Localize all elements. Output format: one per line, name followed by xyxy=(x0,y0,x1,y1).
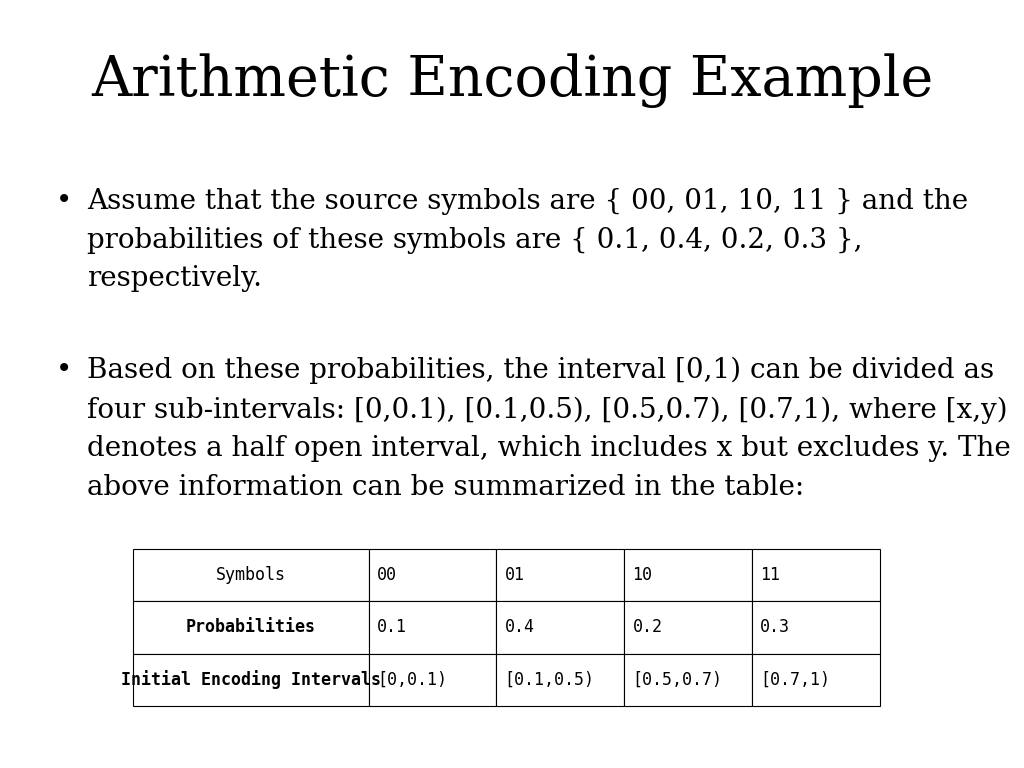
Bar xyxy=(369,601,497,654)
Bar xyxy=(369,549,497,601)
Bar xyxy=(752,654,880,706)
Bar xyxy=(625,601,752,654)
Text: Based on these probabilities, the interval [0,1) can be divided as
four sub-inte: Based on these probabilities, the interv… xyxy=(87,357,1011,501)
Bar xyxy=(625,654,752,706)
Text: 00: 00 xyxy=(377,566,396,584)
Bar xyxy=(497,549,625,601)
Text: Arithmetic Encoding Example: Arithmetic Encoding Example xyxy=(91,54,933,108)
Text: Initial Encoding Intervals: Initial Encoding Intervals xyxy=(121,670,381,689)
Text: 0.1: 0.1 xyxy=(377,618,407,637)
Bar xyxy=(497,654,625,706)
Text: [0.1,0.5): [0.1,0.5) xyxy=(505,670,595,689)
Bar xyxy=(133,549,369,601)
Text: 0.4: 0.4 xyxy=(505,618,535,637)
Text: 01: 01 xyxy=(505,566,524,584)
Text: 11: 11 xyxy=(760,566,780,584)
Text: [0.5,0.7): [0.5,0.7) xyxy=(633,670,723,689)
Bar xyxy=(497,601,625,654)
Text: •: • xyxy=(56,357,73,384)
Text: 10: 10 xyxy=(633,566,652,584)
Bar xyxy=(133,654,369,706)
Text: •: • xyxy=(56,188,73,215)
Bar xyxy=(625,549,752,601)
Bar xyxy=(133,601,369,654)
Bar xyxy=(752,601,880,654)
Bar xyxy=(752,549,880,601)
Text: 0.2: 0.2 xyxy=(633,618,663,637)
Bar xyxy=(369,654,497,706)
Text: Assume that the source symbols are { 00, 01, 10, 11 } and the
probabilities of t: Assume that the source symbols are { 00,… xyxy=(87,188,968,293)
Text: [0,0.1): [0,0.1) xyxy=(377,670,446,689)
Text: Probabilities: Probabilities xyxy=(185,618,315,637)
Text: 0.3: 0.3 xyxy=(760,618,791,637)
Text: Symbols: Symbols xyxy=(216,566,286,584)
Text: [0.7,1): [0.7,1) xyxy=(760,670,830,689)
